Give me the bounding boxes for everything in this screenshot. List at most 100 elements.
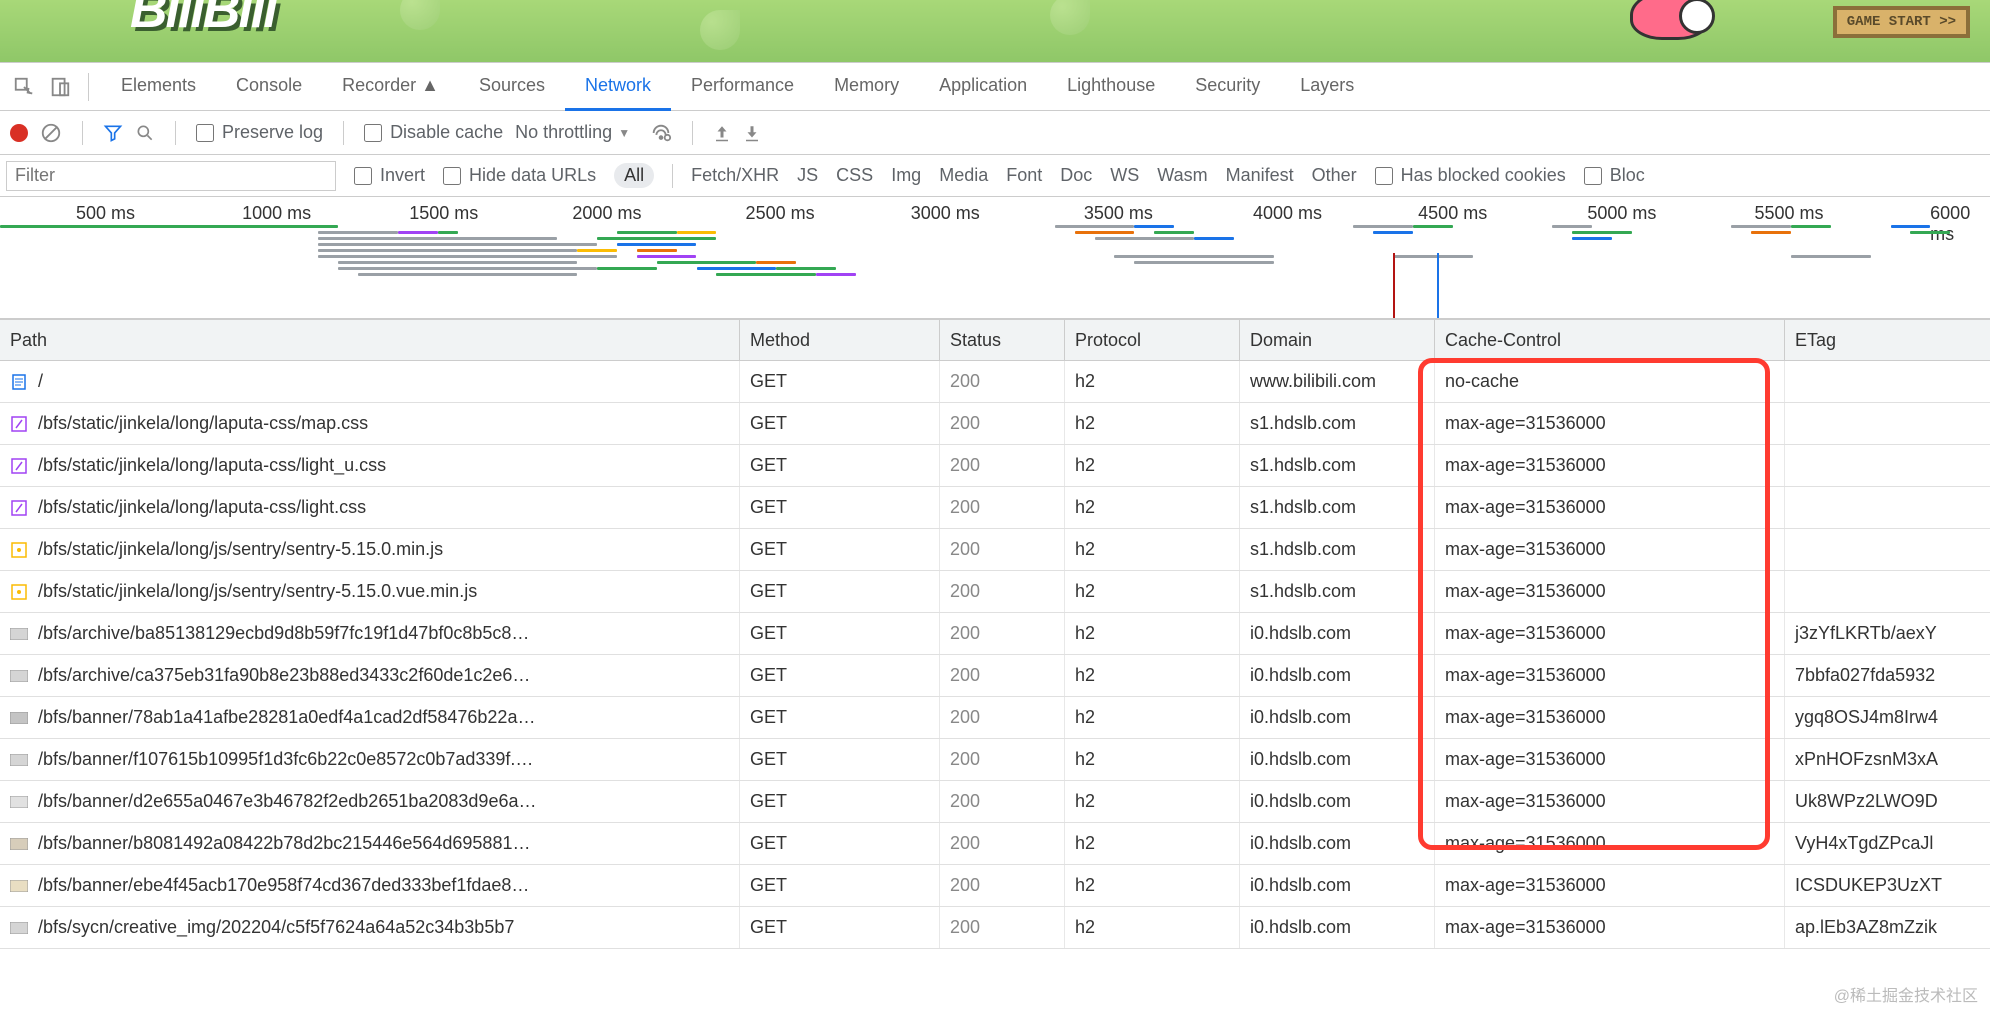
col-cache-control[interactable]: Cache-Control bbox=[1435, 320, 1785, 360]
cell-status: 200 bbox=[940, 781, 1065, 822]
path-text: /bfs/static/jinkela/long/laputa-css/ligh… bbox=[38, 497, 366, 518]
col-etag[interactable]: ETag bbox=[1785, 320, 1990, 360]
tab-security[interactable]: Security bbox=[1175, 63, 1280, 111]
tab-performance[interactable]: Performance bbox=[671, 63, 814, 111]
cell-path: /bfs/archive/ba85138129ecbd9d8b59f7fc19f… bbox=[0, 613, 740, 654]
timeline-bar bbox=[1114, 255, 1273, 258]
request-row[interactable]: /bfs/banner/b8081492a08422b78d2bc215446e… bbox=[0, 823, 1990, 865]
search-icon[interactable] bbox=[135, 123, 155, 143]
hide-data-urls-checkbox[interactable]: Hide data URLs bbox=[443, 165, 596, 186]
timeline-bar bbox=[438, 231, 458, 234]
request-row[interactable]: /bfs/banner/d2e655a0467e3b46782f2edb2651… bbox=[0, 781, 1990, 823]
filter-type-js[interactable]: JS bbox=[797, 165, 818, 186]
network-grid: Path Method Status Protocol Domain Cache… bbox=[0, 319, 1990, 949]
timeline-marker bbox=[1437, 253, 1439, 318]
request-row[interactable]: /bfs/static/jinkela/long/laputa-css/ligh… bbox=[0, 487, 1990, 529]
record-button[interactable] bbox=[10, 124, 28, 142]
cell-path: /bfs/static/jinkela/long/laputa-css/map.… bbox=[0, 403, 740, 444]
upload-har-icon[interactable] bbox=[713, 124, 731, 142]
request-row[interactable]: /bfs/static/jinkela/long/laputa-css/ligh… bbox=[0, 445, 1990, 487]
tab-layers[interactable]: Layers bbox=[1280, 63, 1374, 111]
timeline-bar bbox=[1373, 231, 1413, 234]
inspect-element-icon[interactable] bbox=[8, 76, 40, 98]
cell-path: /bfs/banner/d2e655a0467e3b46782f2edb2651… bbox=[0, 781, 740, 822]
timeline-tick: 2000 ms bbox=[572, 203, 641, 224]
col-domain[interactable]: Domain bbox=[1240, 320, 1435, 360]
timeline-bar bbox=[1891, 225, 1931, 228]
preserve-log-checkbox[interactable]: Preserve log bbox=[196, 122, 323, 143]
tab-network[interactable]: Network bbox=[565, 63, 671, 111]
request-row[interactable]: /bfs/archive/ba85138129ecbd9d8b59f7fc19f… bbox=[0, 613, 1990, 655]
cell-cache-control: max-age=31536000 bbox=[1435, 613, 1785, 654]
request-row[interactable]: /bfs/banner/f107615b10995f1d3fc6b22c0e85… bbox=[0, 739, 1990, 781]
cell-domain: i0.hdslb.com bbox=[1240, 739, 1435, 780]
device-toggle-icon[interactable] bbox=[44, 76, 76, 98]
timeline-overview[interactable]: 500 ms1000 ms1500 ms2000 ms2500 ms3000 m… bbox=[0, 197, 1990, 319]
timeline-bar bbox=[1910, 231, 1950, 234]
filter-type-wasm[interactable]: Wasm bbox=[1157, 165, 1207, 186]
filter-toggle-icon[interactable] bbox=[103, 123, 123, 143]
filter-type-media[interactable]: Media bbox=[939, 165, 988, 186]
request-row[interactable]: /bfs/banner/ebe4f45acb170e958f74cd367ded… bbox=[0, 865, 1990, 907]
timeline-bar bbox=[1572, 237, 1612, 240]
tab-recorder-[interactable]: Recorder ▲ bbox=[322, 63, 459, 111]
timeline-bar bbox=[1134, 261, 1273, 264]
request-row[interactable]: /GET200h2www.bilibili.comno-cache bbox=[0, 361, 1990, 403]
cell-path: /bfs/static/jinkela/long/js/sentry/sentr… bbox=[0, 571, 740, 612]
filter-type-all[interactable]: All bbox=[614, 163, 654, 188]
filter-input[interactable] bbox=[6, 161, 336, 191]
cell-etag: ygq8OSJ4m8Irw4 bbox=[1785, 697, 1990, 738]
timeline-bar bbox=[816, 273, 856, 276]
tab-memory[interactable]: Memory bbox=[814, 63, 919, 111]
disable-cache-checkbox[interactable]: Disable cache bbox=[364, 122, 503, 143]
path-text: /bfs/static/jinkela/long/js/sentry/sentr… bbox=[38, 581, 477, 602]
clear-icon[interactable] bbox=[40, 122, 62, 144]
cell-status: 200 bbox=[940, 823, 1065, 864]
cell-etag: Uk8WPz2LWO9D bbox=[1785, 781, 1990, 822]
filter-type-ws[interactable]: WS bbox=[1110, 165, 1139, 186]
tab-elements[interactable]: Elements bbox=[101, 63, 216, 111]
filter-type-font[interactable]: Font bbox=[1006, 165, 1042, 186]
game-start-button[interactable]: GAME START >> bbox=[1833, 6, 1970, 38]
network-toolbar: Preserve log Disable cache No throttling… bbox=[0, 111, 1990, 155]
tab-lighthouse[interactable]: Lighthouse bbox=[1047, 63, 1175, 111]
timeline-bar bbox=[697, 267, 777, 270]
request-row[interactable]: /bfs/sycn/creative_img/202204/c5f5f7624a… bbox=[0, 907, 1990, 949]
cell-method: GET bbox=[740, 739, 940, 780]
path-text: /bfs/static/jinkela/long/laputa-css/map.… bbox=[38, 413, 368, 434]
request-row[interactable]: /bfs/archive/ca375eb31fa90b8e23b88ed3433… bbox=[0, 655, 1990, 697]
tab-application[interactable]: Application bbox=[919, 63, 1047, 111]
timeline-bar bbox=[1791, 225, 1831, 228]
request-row[interactable]: /bfs/static/jinkela/long/laputa-css/map.… bbox=[0, 403, 1990, 445]
timeline-bar bbox=[577, 249, 617, 252]
network-conditions-icon[interactable] bbox=[650, 122, 672, 144]
col-status[interactable]: Status bbox=[940, 320, 1065, 360]
col-method[interactable]: Method bbox=[740, 320, 940, 360]
cell-domain: s1.hdslb.com bbox=[1240, 529, 1435, 570]
download-har-icon[interactable] bbox=[743, 124, 761, 142]
filter-type-fetch-xhr[interactable]: Fetch/XHR bbox=[691, 165, 779, 186]
cell-etag bbox=[1785, 571, 1990, 612]
filter-type-css[interactable]: CSS bbox=[836, 165, 873, 186]
invert-checkbox[interactable]: Invert bbox=[354, 165, 425, 186]
timeline-tick: 1000 ms bbox=[242, 203, 311, 224]
tab-sources[interactable]: Sources bbox=[459, 63, 565, 111]
tab-console[interactable]: Console bbox=[216, 63, 322, 111]
cell-cache-control: max-age=31536000 bbox=[1435, 781, 1785, 822]
request-row[interactable]: /bfs/static/jinkela/long/js/sentry/sentr… bbox=[0, 529, 1990, 571]
cell-cache-control: no-cache bbox=[1435, 361, 1785, 402]
filter-type-doc[interactable]: Doc bbox=[1060, 165, 1092, 186]
cell-method: GET bbox=[740, 529, 940, 570]
cell-cache-control: max-age=31536000 bbox=[1435, 529, 1785, 570]
blocked-checkbox[interactable]: Bloc bbox=[1584, 165, 1645, 186]
filter-type-img[interactable]: Img bbox=[891, 165, 921, 186]
request-row[interactable]: /bfs/banner/78ab1a41afbe28281a0edf4a1cad… bbox=[0, 697, 1990, 739]
filter-type-other[interactable]: Other bbox=[1312, 165, 1357, 186]
throttling-select[interactable]: No throttling ▼ bbox=[515, 122, 638, 143]
col-protocol[interactable]: Protocol bbox=[1065, 320, 1240, 360]
filter-type-manifest[interactable]: Manifest bbox=[1226, 165, 1294, 186]
col-path[interactable]: Path bbox=[0, 320, 740, 360]
has-blocked-cookies-checkbox[interactable]: Has blocked cookies bbox=[1375, 165, 1566, 186]
cell-etag: ICSDUKEP3UzXT bbox=[1785, 865, 1990, 906]
request-row[interactable]: /bfs/static/jinkela/long/js/sentry/sentr… bbox=[0, 571, 1990, 613]
